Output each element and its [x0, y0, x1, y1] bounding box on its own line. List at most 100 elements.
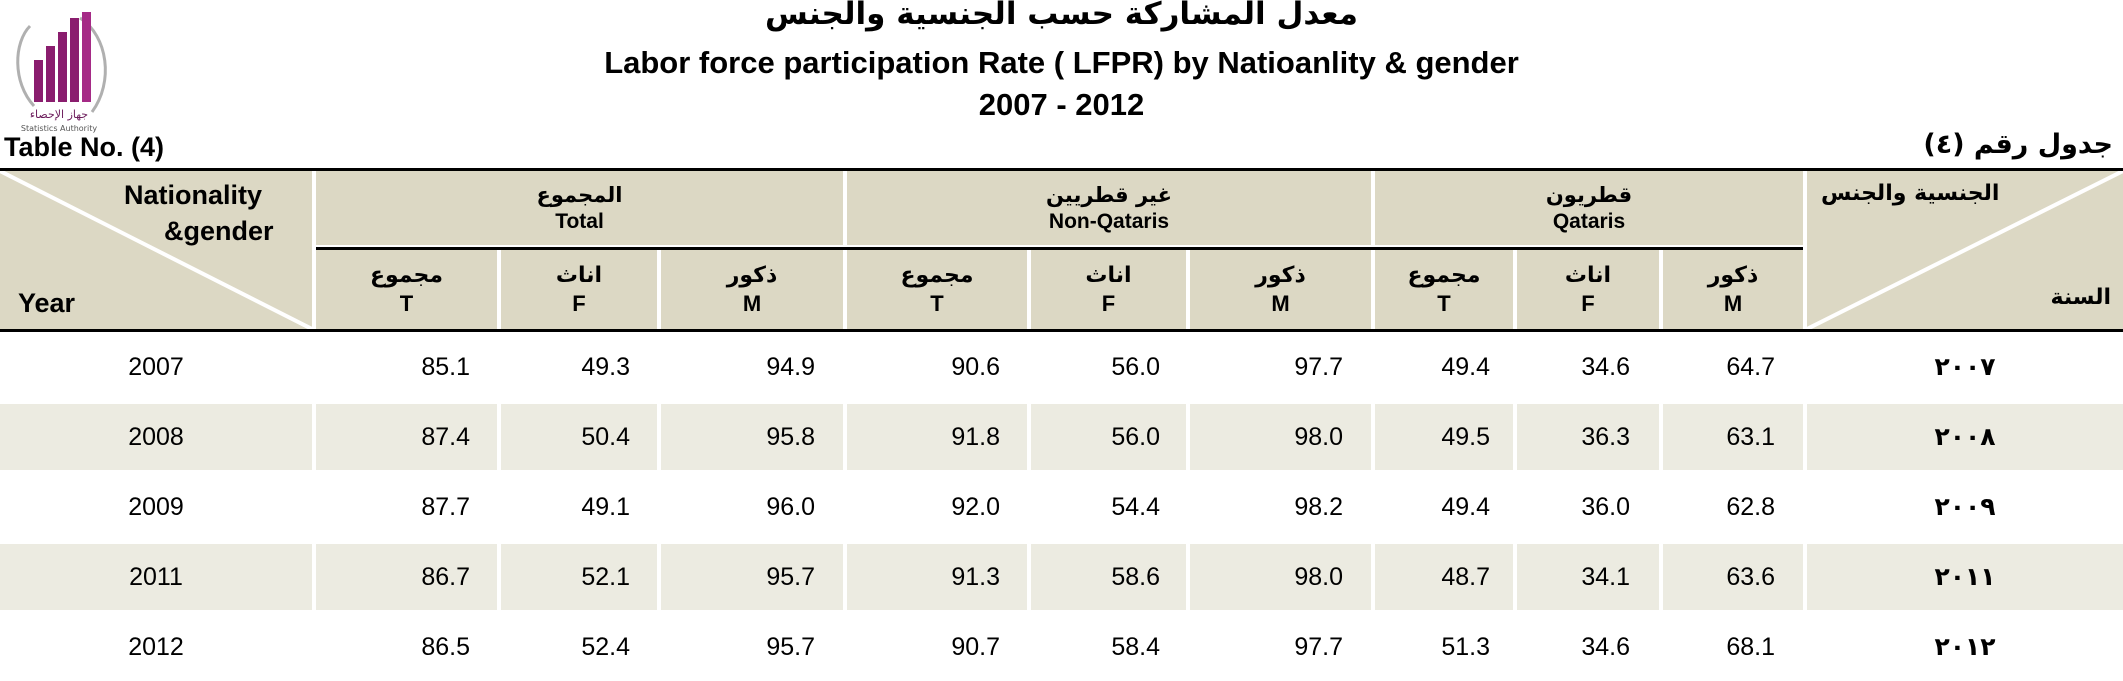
sub-total-f-en: F — [572, 290, 586, 316]
table-cell: 49.1 — [581, 493, 630, 521]
row-band — [1190, 404, 1371, 470]
table-cell: 90.6 — [951, 353, 1000, 381]
row-band — [661, 544, 843, 610]
corner-diagonal-right — [1807, 171, 2123, 329]
table-cell: 63.1 — [1726, 423, 1775, 451]
sub-total-t-en: T — [399, 290, 414, 316]
row-band — [1663, 404, 1803, 470]
sub-nonqataris-m-en: M — [1271, 290, 1290, 316]
sub-nonqataris-f: اناث F — [1031, 250, 1186, 329]
table-number-ar: جدول رقم (٤) — [1923, 129, 2113, 160]
sub-total-m-ar: ذكور — [726, 262, 778, 288]
title-english: Labor force participation Rate ( LFPR) b… — [604, 45, 1519, 80]
table-cell: 54.4 — [1111, 493, 1160, 521]
logo-mark-icon — [16, 12, 107, 113]
group-qataris-en: Qataris — [1552, 210, 1626, 233]
row-year: 2009 — [128, 493, 184, 521]
corner-year-label: Year — [18, 288, 76, 318]
table-cell: 95.8 — [766, 423, 815, 451]
row-year: 2008 — [128, 423, 184, 451]
table-cell: 36.3 — [1581, 423, 1630, 451]
table-cell: 86.7 — [421, 563, 470, 591]
row-year-ar: ٢٠١١ — [1934, 562, 1996, 591]
table-cell: 48.7 — [1441, 563, 1490, 591]
corner-nationality-gender-ar: الجنسية والجنس — [1821, 181, 2000, 206]
sub-qataris-m-en: M — [1723, 290, 1743, 316]
table-cell: 98.0 — [1294, 423, 1343, 451]
sub-qataris-m: ذكور M — [1663, 250, 1803, 329]
table-cell: 50.4 — [581, 423, 630, 451]
table-cell: 52.4 — [581, 633, 630, 661]
group-qataris-header: قطريون Qataris — [1375, 171, 1803, 245]
table-cell: 56.0 — [1111, 353, 1160, 381]
table-cell: 97.7 — [1294, 353, 1343, 381]
corner-year-ar: السنة — [2050, 285, 2111, 310]
row-year: 2012 — [128, 633, 184, 661]
row-year-ar: ٢٠٠٩ — [1934, 492, 1996, 521]
table-cell: 52.1 — [581, 563, 630, 591]
table-cell: 87.4 — [421, 423, 470, 451]
corner-gender-label: &gender — [164, 216, 274, 246]
group-nonqataris-ar: غير قطريين — [1046, 183, 1172, 207]
row-band — [1807, 404, 2123, 470]
table-cell: 95.7 — [766, 563, 815, 591]
sub-qataris-t-en: T — [1437, 290, 1451, 316]
table-cell: 63.6 — [1726, 563, 1775, 591]
table-number-en: Table No. (4) — [4, 132, 165, 162]
row-band — [501, 544, 657, 610]
group-total-ar: المجموع — [536, 183, 623, 207]
row-band — [847, 404, 1027, 470]
table-top-rule — [0, 168, 2123, 171]
header-bottom-rule — [0, 329, 2123, 332]
group-divider-rule — [316, 247, 1803, 250]
logo-name-ar: جهاز الإحصاء — [29, 108, 89, 121]
corner-cell-right: الجنسية والجنس السنة — [1807, 171, 2123, 329]
sub-nonqataris-m: ذكور M — [1190, 250, 1371, 329]
title-arabic: معدل المشاركة حسب الجنسية والجنس — [765, 0, 1358, 32]
table-cell: 87.7 — [421, 493, 470, 521]
row-band — [661, 404, 843, 470]
sub-total-f-ar: اناث — [555, 262, 603, 288]
table-cell: 58.4 — [1111, 633, 1160, 661]
table-cell: 58.6 — [1111, 563, 1160, 591]
row-band — [1190, 544, 1371, 610]
sub-qataris-f-en: F — [1581, 290, 1595, 316]
table-cell: 85.1 — [421, 353, 470, 381]
table-cell: 36.0 — [1581, 493, 1630, 521]
table-cell: 49.5 — [1441, 423, 1490, 451]
table-cell: 95.7 — [766, 633, 815, 661]
group-total-en: Total — [555, 210, 604, 233]
table-cell: 34.1 — [1581, 563, 1630, 591]
row-band — [1807, 544, 2123, 610]
sub-nonqataris-t-ar: مجموع — [900, 262, 974, 288]
sub-nonqataris-t-en: T — [930, 290, 944, 316]
table-cell: 86.5 — [421, 633, 470, 661]
table-cell: 96.0 — [766, 493, 815, 521]
row-band — [1031, 404, 1186, 470]
row-band — [0, 544, 312, 610]
sub-qataris-f-ar: اناث — [1564, 262, 1612, 288]
sub-total-m: ذكور M — [661, 250, 843, 329]
row-year: 2007 — [128, 353, 184, 381]
row-band — [1375, 544, 1513, 610]
sub-nonqataris-f-en: F — [1101, 290, 1116, 316]
sub-qataris-m-ar: ذكور — [1707, 262, 1759, 288]
sub-total-t: مجموع T — [316, 250, 497, 329]
row-year: 2011 — [129, 563, 183, 591]
table-cell: 98.2 — [1294, 493, 1343, 521]
group-nonqataris-en: Non-Qataris — [1048, 210, 1170, 233]
table-cell: 91.8 — [951, 423, 1000, 451]
row-year-ar: ٢٠٠٨ — [1934, 422, 1996, 451]
table-cell: 94.9 — [766, 353, 815, 381]
corner-cell-left: Nationality &gender Year — [0, 171, 312, 329]
sub-nonqataris-t: مجموع T — [847, 250, 1027, 329]
table-cell: 62.8 — [1726, 493, 1775, 521]
sub-nonqataris-m-ar: ذكور — [1255, 262, 1306, 288]
table-cell: 49.3 — [581, 353, 630, 381]
group-nonqataris-header: غير قطريين Non-Qataris — [847, 171, 1371, 245]
table-cell: 64.7 — [1726, 353, 1775, 381]
lfpr-table: Nationality &gender Year المجموع Total غ… — [0, 168, 2123, 681]
table-cell: 92.0 — [951, 493, 1000, 521]
group-total-header: المجموع Total — [316, 171, 843, 245]
table-cell: 97.7 — [1294, 633, 1343, 661]
